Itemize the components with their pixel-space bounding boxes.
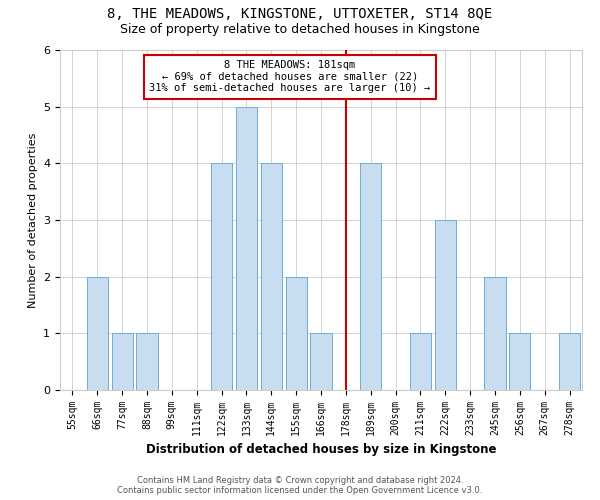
Bar xyxy=(236,106,257,390)
Bar xyxy=(112,334,133,390)
Bar xyxy=(87,276,108,390)
Bar xyxy=(509,334,530,390)
Text: Size of property relative to detached houses in Kingstone: Size of property relative to detached ho… xyxy=(120,22,480,36)
Bar xyxy=(286,276,307,390)
Bar xyxy=(310,334,332,390)
Bar xyxy=(484,276,506,390)
X-axis label: Distribution of detached houses by size in Kingstone: Distribution of detached houses by size … xyxy=(146,444,496,456)
Bar xyxy=(410,334,431,390)
Bar xyxy=(360,164,381,390)
Bar xyxy=(559,334,580,390)
Y-axis label: Number of detached properties: Number of detached properties xyxy=(28,132,38,308)
Text: 8, THE MEADOWS, KINGSTONE, UTTOXETER, ST14 8QE: 8, THE MEADOWS, KINGSTONE, UTTOXETER, ST… xyxy=(107,8,493,22)
Text: 8 THE MEADOWS: 181sqm
← 69% of detached houses are smaller (22)
31% of semi-deta: 8 THE MEADOWS: 181sqm ← 69% of detached … xyxy=(149,60,430,94)
Bar xyxy=(211,164,232,390)
Text: Contains HM Land Registry data © Crown copyright and database right 2024.
Contai: Contains HM Land Registry data © Crown c… xyxy=(118,476,482,495)
Bar xyxy=(136,334,158,390)
Bar xyxy=(261,164,282,390)
Bar xyxy=(435,220,456,390)
